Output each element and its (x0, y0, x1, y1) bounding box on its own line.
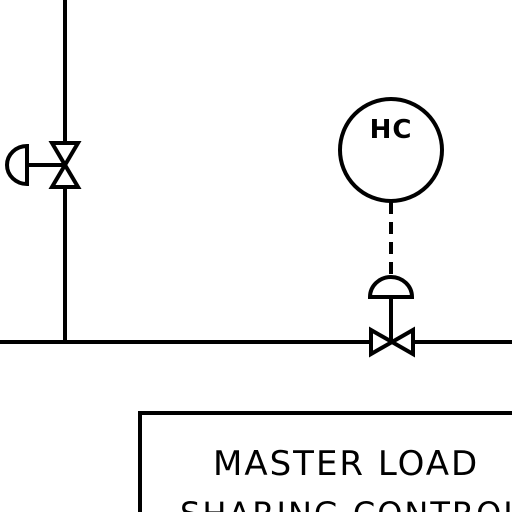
instrument-bubble: HC (338, 97, 444, 203)
controller-box-subtitle: SHARING CONTROLLER (180, 495, 512, 512)
left-control-valve (5, 141, 82, 189)
instrument-circle (338, 97, 444, 203)
instrument-tag: HC (370, 115, 413, 145)
controller-box-border (138, 411, 512, 512)
right-control-valve (367, 275, 415, 358)
controller-box: MASTER LOAD SHARING CONTROLLER (138, 411, 512, 512)
left-actuator-icon (5, 143, 29, 187)
right-actuator-icon (367, 275, 415, 299)
controller-box-title: MASTER LOAD (213, 444, 479, 484)
